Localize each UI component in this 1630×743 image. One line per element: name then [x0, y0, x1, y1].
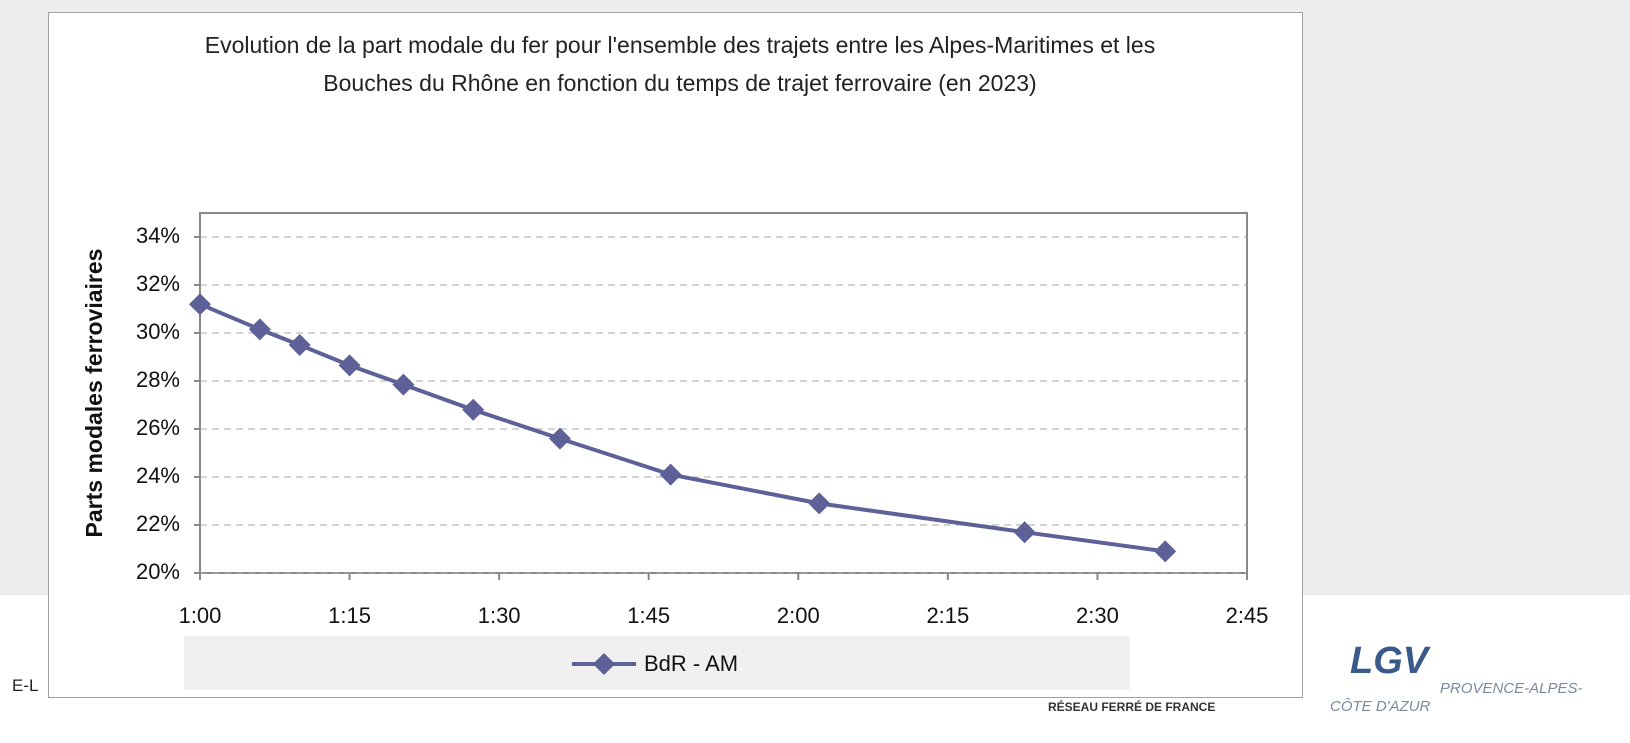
data-point — [462, 398, 485, 421]
data-point — [808, 492, 831, 515]
data-point — [548, 427, 571, 450]
data-point — [392, 373, 415, 396]
logo-subtext: CÔTE D'AZUR — [1330, 698, 1431, 715]
data-point — [248, 318, 271, 341]
x-tick-label: 2:00 — [777, 603, 820, 628]
x-tick-label: 2:30 — [1076, 603, 1119, 628]
data-point — [189, 293, 211, 316]
chart-title: Evolution de la part modale du fer pour … — [204, 32, 1156, 96]
y-axis-label: Parts modales ferroviaires — [81, 249, 107, 538]
y-tick-label: 22% — [136, 511, 180, 536]
footer-text: E-L — [12, 676, 39, 695]
x-tick-label: 1:00 — [179, 603, 222, 628]
y-tick-label: 34% — [136, 223, 180, 248]
data-point — [338, 354, 361, 377]
chart-frame — [48, 12, 1303, 698]
logo: LGV — [1350, 640, 1429, 682]
data-point — [659, 463, 682, 486]
legend-marker — [593, 653, 615, 675]
data-point — [1013, 521, 1036, 544]
legend-label: BdR - AM — [644, 651, 738, 676]
logo-subtext: PROVENCE-ALPES- — [1440, 680, 1583, 697]
y-tick-label: 24% — [136, 463, 180, 488]
y-tick-label: 32% — [136, 271, 180, 296]
y-tick-label: 30% — [136, 319, 180, 344]
x-tick-label: 1:30 — [478, 603, 521, 628]
x-tick-label: 2:45 — [1226, 603, 1269, 628]
y-tick-label: 20% — [136, 559, 180, 584]
x-tick-label: 1:45 — [627, 603, 670, 628]
series-line — [199, 302, 1166, 554]
data-point — [1154, 540, 1177, 563]
data-point — [288, 334, 311, 356]
plot-area — [199, 212, 1248, 574]
legend-box — [184, 636, 1130, 690]
y-tick-label: 26% — [136, 415, 180, 440]
footer-logo-text: RÉSEAU FERRÉ DE FRANCE — [1048, 700, 1216, 714]
x-tick-label: 1:15 — [328, 603, 371, 628]
x-tick-label: 2:15 — [926, 603, 969, 628]
y-tick-label: 28% — [136, 367, 180, 392]
